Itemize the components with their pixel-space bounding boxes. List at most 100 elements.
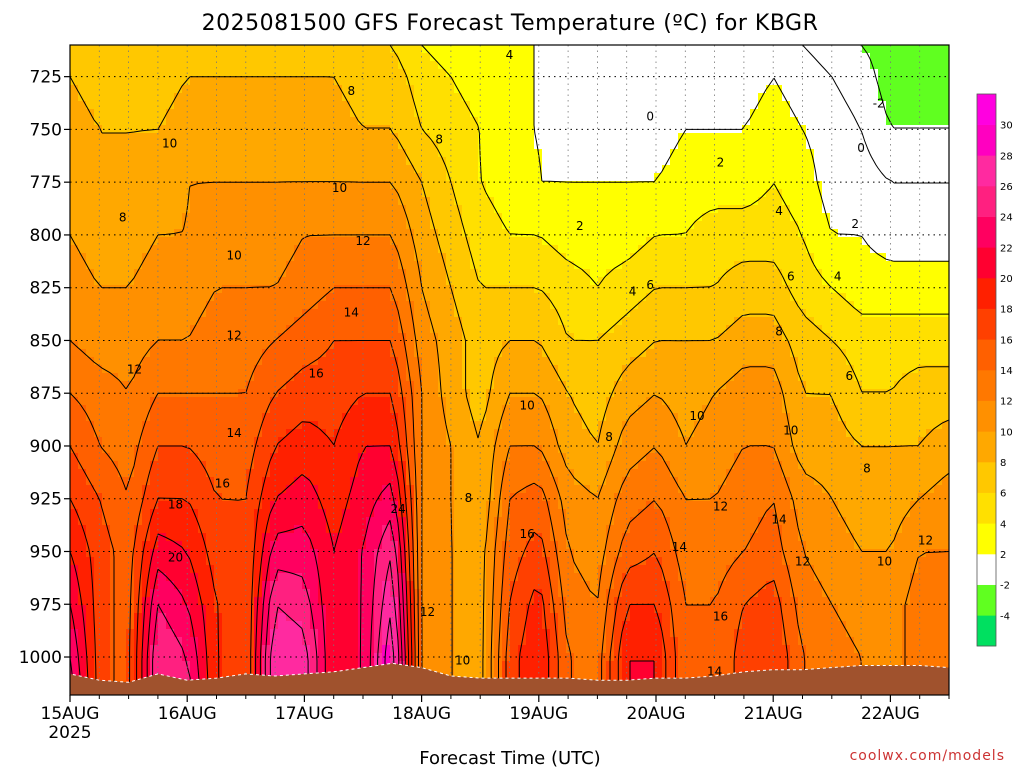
field-cell (406, 237, 415, 246)
field-cell (334, 389, 343, 398)
field-cell (430, 53, 439, 62)
field-cell (270, 325, 279, 334)
field-cell (238, 397, 247, 406)
field-cell (534, 277, 543, 286)
field-cell (534, 85, 543, 94)
field-cell (182, 357, 191, 366)
field-cell (206, 349, 215, 358)
field-cell (134, 213, 143, 222)
field-cell (254, 333, 263, 342)
field-cell (902, 237, 911, 246)
field-cell (678, 325, 687, 334)
field-cell (662, 69, 671, 78)
field-cell (774, 61, 783, 70)
field-cell (486, 181, 495, 190)
field-cell (894, 325, 903, 334)
field-cell (846, 69, 855, 78)
field-cell (110, 229, 119, 238)
field-cell (438, 197, 447, 206)
field-cell (678, 77, 687, 86)
field-cell (190, 109, 199, 118)
field-cell (334, 285, 343, 294)
field-cell (726, 141, 735, 150)
field-cell (502, 149, 511, 158)
field-cell (718, 85, 727, 94)
field-cell (102, 53, 111, 62)
field-cell (942, 181, 949, 190)
field-cell (686, 165, 695, 174)
field-cell (502, 101, 511, 110)
field-cell (558, 253, 567, 262)
field-cell (438, 293, 447, 302)
field-cell (726, 301, 735, 310)
field-cell (870, 205, 879, 214)
field-cell (822, 61, 831, 70)
field-cell (766, 397, 775, 406)
field-cell (734, 165, 743, 174)
field-cell (118, 181, 127, 190)
field-cell (494, 341, 503, 350)
field-cell (414, 141, 423, 150)
field-cell (550, 133, 559, 142)
field-cell (110, 253, 119, 262)
field-cell (926, 381, 935, 390)
field-cell (542, 93, 551, 102)
field-cell (102, 405, 111, 414)
field-cell (414, 125, 423, 134)
field-cell (278, 133, 287, 142)
field-cell (630, 381, 639, 390)
field-cell (902, 133, 911, 142)
field-cell (878, 309, 887, 318)
field-cell (758, 197, 767, 206)
field-cell (374, 253, 383, 262)
field-cell (414, 277, 423, 286)
field-cell (766, 45, 775, 54)
field-cell (630, 53, 639, 62)
field-cell (214, 133, 223, 142)
field-cell (206, 333, 215, 342)
field-cell (246, 165, 255, 174)
field-cell (638, 309, 647, 318)
field-cell (838, 357, 847, 366)
field-cell (830, 85, 839, 94)
field-cell (430, 229, 439, 238)
field-cell (518, 373, 527, 382)
field-cell (270, 397, 279, 406)
field-cell (270, 229, 279, 238)
field-cell (934, 101, 943, 110)
field-cell (462, 149, 471, 158)
field-cell (654, 101, 663, 110)
field-cell (398, 285, 407, 294)
field-cell (526, 317, 535, 326)
field-cell (910, 277, 919, 286)
field-cell (734, 205, 743, 214)
field-cell (238, 101, 247, 110)
field-cell (478, 125, 487, 134)
field-cell (86, 397, 95, 406)
field-cell (646, 285, 655, 294)
field-cell (526, 333, 535, 342)
field-cell (382, 165, 391, 174)
field-cell (918, 381, 927, 390)
field-cell (846, 109, 855, 118)
field-cell (294, 133, 303, 142)
field-cell (886, 381, 895, 390)
field-cell (854, 221, 863, 230)
field-cell (110, 109, 119, 118)
field-cell (814, 197, 823, 206)
field-cell (894, 85, 903, 94)
field-cell (534, 157, 543, 166)
field-cell (686, 45, 695, 54)
field-cell (734, 253, 743, 262)
field-cell (230, 205, 239, 214)
field-cell (502, 213, 511, 222)
field-cell (910, 181, 919, 190)
field-cell (798, 213, 807, 222)
field-cell (638, 109, 647, 118)
field-cell (342, 229, 351, 238)
field-cell (766, 365, 775, 374)
field-cell (854, 309, 863, 318)
field-cell (590, 173, 599, 182)
field-cell (174, 293, 183, 302)
field-cell (422, 309, 431, 318)
